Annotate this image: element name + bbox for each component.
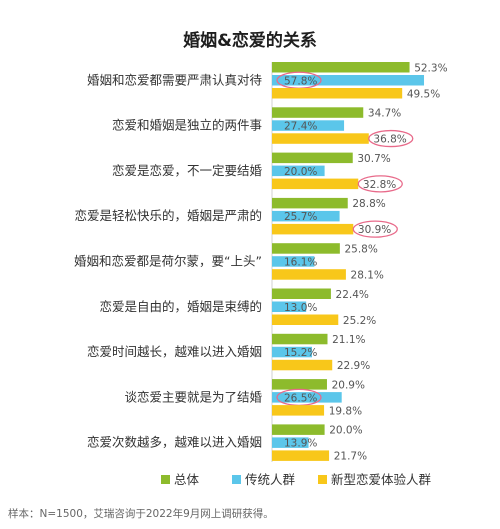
- data-label: 52.3%: [414, 62, 447, 74]
- bar-traditional: [272, 437, 309, 448]
- bar-overall: [272, 107, 364, 118]
- data-label: 49.5%: [407, 88, 440, 100]
- data-label: 16.1%: [284, 256, 317, 268]
- data-label: 25.8%: [344, 243, 377, 255]
- data-label: 32.8%: [363, 179, 396, 191]
- bar-overall: [272, 197, 348, 209]
- bar-new-type: [272, 405, 325, 416]
- data-label: 25.2%: [343, 315, 376, 327]
- bar-new-type: [272, 450, 330, 461]
- data-label: 20.9%: [332, 379, 365, 391]
- data-label: 13.9%: [284, 438, 317, 450]
- highlight-circle: [357, 175, 403, 193]
- bar-new-type: [272, 269, 346, 280]
- category-label: 谈恋爱主要就是为了结婚: [124, 389, 262, 404]
- bar-traditional: [272, 75, 425, 86]
- bar-overall: [272, 243, 340, 254]
- data-label: 19.8%: [329, 405, 362, 417]
- category-label: 恋爱和婚姻是独立的两件事: [112, 118, 262, 133]
- data-label: 15.2%: [284, 347, 317, 359]
- legend-swatch: [318, 475, 327, 484]
- category-label: 婚姻和恋爱都需要严肃认真对待: [87, 72, 263, 87]
- legend-label: 总体: [174, 472, 200, 487]
- highlight-circle: [368, 129, 414, 148]
- data-label: 26.5%: [284, 392, 317, 404]
- bar-new-type: [272, 133, 369, 144]
- data-label: 20.0%: [329, 425, 362, 437]
- data-label: 28.8%: [352, 198, 385, 210]
- category-label: 恋爱次数越多，越难以进入婚姻: [87, 435, 262, 450]
- bar-overall: [272, 333, 328, 345]
- data-label: 36.8%: [373, 134, 406, 146]
- legend-label: 传统人群: [245, 472, 296, 487]
- bar-traditional: [272, 165, 325, 177]
- bar-new-type: [272, 178, 359, 190]
- bar-overall: [272, 424, 325, 435]
- bar-overall: [272, 379, 327, 390]
- category-label: 恋爱是自由的，婚姻是束缚的: [99, 299, 262, 314]
- legend-label: 新型恋爱体验人群: [331, 472, 432, 487]
- data-label: 13.0%: [284, 302, 317, 314]
- bar-new-type: [272, 359, 333, 371]
- legend-swatch: [161, 475, 170, 484]
- data-label: 22.9%: [337, 360, 370, 372]
- data-label: 21.1%: [332, 334, 365, 346]
- bar-new-type: [272, 88, 403, 99]
- data-label: 34.7%: [368, 108, 401, 120]
- bar-new-type: [272, 223, 354, 235]
- data-label: 28.1%: [351, 269, 384, 281]
- bar-overall: [272, 62, 410, 73]
- bar-traditional: [272, 120, 345, 131]
- data-label: 30.7%: [357, 153, 390, 165]
- category-label: 恋爱是轻松快乐的，婚姻是严肃的: [74, 208, 262, 223]
- category-label: 婚姻和恋爱都是荷尔蒙，要“上头”: [74, 253, 262, 268]
- legend-swatch: [232, 475, 241, 484]
- bar-overall: [272, 152, 353, 164]
- bar-new-type: [272, 314, 339, 325]
- highlight-circle: [352, 220, 398, 238]
- legend: 总体 传统人群 新型恋爱体验人群: [161, 472, 432, 487]
- data-label: 57.8%: [284, 75, 317, 87]
- data-label: 27.4%: [284, 121, 317, 133]
- bar-traditional: [272, 210, 340, 222]
- category-label: 恋爱时间越长，越难以进入婚姻: [87, 344, 262, 359]
- data-label: 21.7%: [334, 451, 367, 463]
- bar-traditional: [272, 392, 342, 403]
- bar-traditional: [272, 301, 307, 312]
- category-label: 恋爱是恋爱，不一定要结婚: [112, 163, 263, 178]
- data-label: 25.7%: [284, 211, 317, 223]
- data-label: 22.4%: [336, 289, 369, 301]
- data-label: 30.9%: [358, 224, 391, 236]
- footnote: 样本：N=1500，艾瑞咨询于2022年9月网上调研获得。: [8, 507, 274, 520]
- bar-overall: [272, 288, 331, 299]
- chart-title: 婚姻&恋爱的关系: [183, 30, 317, 51]
- bars-group: 婚姻和恋爱都需要严肃认真对待 52.3% 57.8% 49.5% 恋爱和婚姻是独立的两件…: [74, 62, 448, 463]
- bar-traditional: [272, 346, 312, 358]
- bar-traditional: [272, 256, 315, 267]
- data-label: 20.0%: [284, 166, 317, 178]
